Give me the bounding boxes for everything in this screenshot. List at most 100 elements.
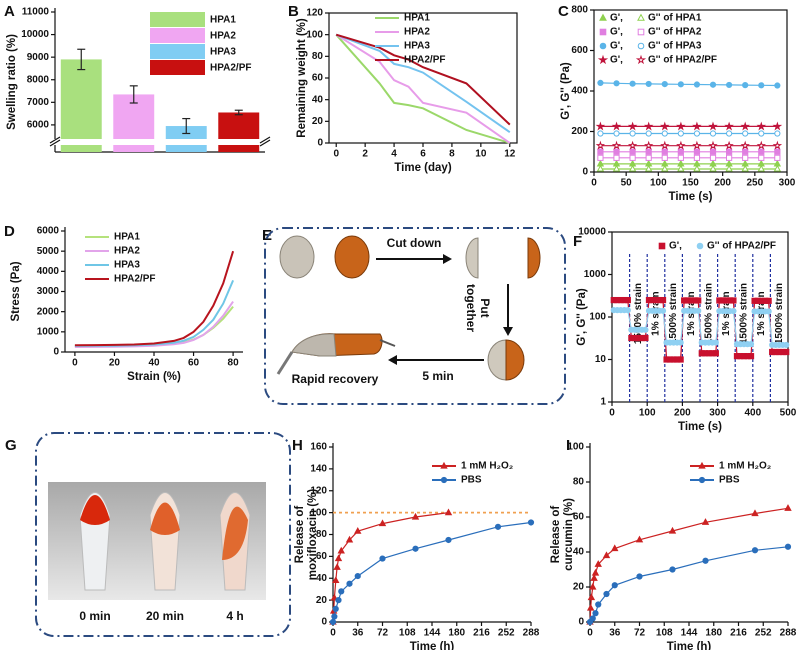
y-tick-label: 80 xyxy=(312,51,324,62)
legend-label: G'' of HPA2/PF xyxy=(707,241,776,252)
arrowhead xyxy=(443,254,452,264)
marker xyxy=(709,154,717,161)
y-tick-label: 11000 xyxy=(22,7,50,18)
marker xyxy=(337,546,345,554)
y-axis-label: G', G'' (Pa) xyxy=(576,288,588,346)
y-tick-label: 10000 xyxy=(21,29,49,40)
x-axis-label: Time (h) xyxy=(410,641,455,650)
legend-swatch xyxy=(150,44,205,59)
marker xyxy=(611,121,622,131)
marker xyxy=(627,121,638,131)
x-tick-label: 40 xyxy=(148,358,160,369)
x-tick-label: 36 xyxy=(609,628,621,639)
marker xyxy=(677,148,684,155)
marker xyxy=(595,140,606,150)
x-tick-label: 144 xyxy=(424,628,441,639)
marker xyxy=(335,597,342,604)
marker xyxy=(645,148,652,155)
axis-break-gap xyxy=(49,139,271,145)
gel-half xyxy=(505,339,525,381)
marker xyxy=(709,81,717,88)
legend-label: HPA1 xyxy=(404,13,430,24)
legend-label: G'' of HPA1 xyxy=(648,13,702,24)
marker xyxy=(411,512,420,520)
legend-label: HPA2/PF xyxy=(404,55,446,66)
marker xyxy=(661,154,668,161)
marker xyxy=(725,164,733,172)
y-tick-label: 100 xyxy=(589,312,606,323)
marker xyxy=(676,140,686,150)
x-tick-label: 108 xyxy=(656,628,673,639)
x-tick-label: 20 xyxy=(109,358,121,369)
series-line xyxy=(589,546,789,623)
x-tick-label: 0 xyxy=(591,178,597,189)
x-tick-label: 100 xyxy=(650,178,667,189)
step-label: Rapid recovery xyxy=(292,372,379,386)
marker xyxy=(644,140,654,150)
marker xyxy=(494,523,502,530)
y-tick-label: 2000 xyxy=(37,306,60,317)
x-tick-label: 12 xyxy=(504,149,516,160)
marker xyxy=(629,130,636,137)
x-tick-label: 250 xyxy=(746,178,763,189)
x-tick-label: 2 xyxy=(362,149,368,160)
marker xyxy=(726,81,733,89)
x-tick-label: 150 xyxy=(682,178,699,189)
marker xyxy=(783,348,790,356)
marker xyxy=(661,81,668,88)
y-tick-label: 200 xyxy=(571,126,588,137)
segment-label: 1500% strain xyxy=(739,283,750,344)
legend-marker xyxy=(440,476,448,484)
y-tick-label: 0 xyxy=(578,617,584,628)
x-tick-label: 100 xyxy=(639,408,656,419)
marker xyxy=(693,154,701,161)
x-tick-label: 180 xyxy=(705,628,722,639)
marker xyxy=(784,504,792,511)
y-tick-label: 1000 xyxy=(584,269,607,280)
y-tick-label: 5000 xyxy=(37,246,60,257)
marker xyxy=(378,519,387,527)
legend-label: PBS xyxy=(461,475,482,486)
marker xyxy=(758,154,765,161)
marker xyxy=(772,121,783,131)
marker xyxy=(709,130,717,137)
legend-label: G', xyxy=(610,41,623,52)
marker xyxy=(586,603,595,611)
marker xyxy=(346,580,353,587)
tweezer xyxy=(276,351,294,375)
marker xyxy=(774,154,781,161)
series-line xyxy=(335,33,511,134)
marker xyxy=(742,148,749,155)
x-tick-label: 80 xyxy=(228,358,240,369)
marker xyxy=(333,563,341,570)
legend-label: HPA2 xyxy=(404,27,430,38)
panel-letter: H xyxy=(292,437,303,454)
marker xyxy=(693,130,701,137)
arrowhead xyxy=(503,327,513,336)
marker xyxy=(597,148,604,155)
legend-marker xyxy=(637,28,645,36)
legend-marker xyxy=(698,476,706,484)
x-tick-label: 8 xyxy=(449,149,455,160)
marker xyxy=(613,154,620,161)
marker xyxy=(659,307,667,314)
segment-label: 1500% strain xyxy=(668,283,679,344)
y-tick-label: 10 xyxy=(595,354,607,365)
marker xyxy=(693,81,701,88)
x-tick-label: 144 xyxy=(681,628,698,639)
x-axis-label: Time (h) xyxy=(667,641,712,650)
marker xyxy=(740,140,750,150)
segment-label: 1500% strain xyxy=(703,283,714,344)
marker xyxy=(757,164,765,172)
y-axis-label: Swelling ratio (%) xyxy=(6,34,18,130)
x-tick-label: 252 xyxy=(498,628,515,639)
series-line xyxy=(335,34,511,144)
y-tick-label: 100 xyxy=(306,29,323,40)
legend-label: 1 mM H₂O₂ xyxy=(719,461,771,472)
x-tick-label: 288 xyxy=(780,628,797,639)
panel-letter: G xyxy=(5,437,17,454)
x-tick-label: 0 xyxy=(72,358,78,369)
series-line xyxy=(335,33,511,144)
marker xyxy=(354,572,361,580)
x-tick-label: 0 xyxy=(609,408,615,419)
